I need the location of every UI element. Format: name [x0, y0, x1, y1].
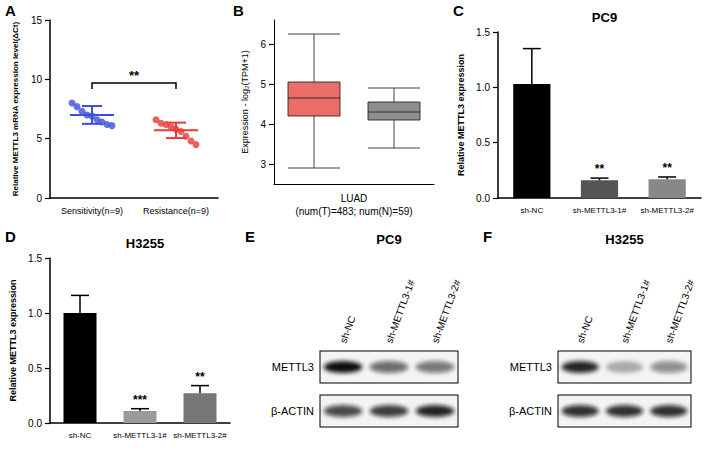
svg-text:1.0: 1.0: [28, 308, 42, 319]
svg-text:sh-NC: sh-NC: [575, 314, 595, 344]
svg-text:Resistance(n=9): Resistance(n=9): [143, 206, 209, 216]
html-text:F: F: [483, 228, 493, 245]
svg-text:15: 15: [31, 15, 43, 26]
svg-text:0.0: 0.0: [28, 418, 42, 429]
svg-text:1.5: 1.5: [476, 27, 490, 38]
svg-text:sh-METTL3-1#: sh-METTL3-1#: [384, 278, 417, 345]
svg-text:sh-METTL3-2#: sh-METTL3-2#: [640, 206, 694, 215]
svg-text:β-ACTIN: β-ACTIN: [509, 405, 552, 417]
html-text:E: E: [245, 228, 255, 245]
svg-text:sh-METTL3-2#: sh-METTL3-2#: [663, 278, 696, 345]
svg-text:sh-NC: sh-NC: [69, 431, 92, 440]
svg-text:H3255: H3255: [605, 232, 643, 247]
html-text:D: D: [5, 228, 16, 245]
svg-text:4: 4: [260, 119, 266, 130]
svg-text:**: **: [195, 370, 205, 384]
svg-text:0.5: 0.5: [476, 137, 490, 148]
svg-text:Relative METTL3 expression: Relative METTL3 expression: [8, 279, 18, 401]
html-text:A: A: [5, 2, 16, 19]
svg-text:1.0: 1.0: [476, 82, 490, 93]
svg-text:**: **: [595, 162, 605, 176]
svg-text:**: **: [662, 161, 672, 175]
svg-text:0: 0: [36, 193, 42, 204]
svg-text:Expression - log₂(TPM+1): Expression - log₂(TPM+1): [240, 50, 250, 153]
svg-text:β-ACTIN: β-ACTIN: [271, 405, 314, 417]
svg-text:LUAD: LUAD: [341, 193, 368, 204]
svg-text:METTL3: METTL3: [272, 361, 314, 373]
svg-text:METTL3: METTL3: [510, 361, 552, 373]
svg-text:sh-METTL3-1#: sh-METTL3-1#: [619, 278, 652, 345]
html-text:B: B: [233, 2, 244, 19]
svg-text:**: **: [129, 68, 140, 83]
svg-text:sh-METTL3-2#: sh-METTL3-2#: [173, 431, 227, 440]
svg-text:Relative METTL3 expression: Relative METTL3 expression: [456, 54, 466, 176]
svg-text:0.5: 0.5: [28, 363, 42, 374]
svg-text:Relative METTL3 mRNA expressio: Relative METTL3 mRNA expression level(ΔC…: [11, 21, 20, 196]
svg-text:sh-NC: sh-NC: [520, 206, 543, 215]
svg-text:0.0: 0.0: [476, 193, 490, 204]
svg-text:(num(T)=483; num(N)=59): (num(T)=483; num(N)=59): [295, 206, 412, 217]
svg-text:PC9: PC9: [592, 10, 617, 25]
svg-text:Sensitivity(n=9): Sensitivity(n=9): [61, 206, 123, 216]
svg-text:6: 6: [260, 39, 266, 50]
html-text:C: C: [453, 2, 464, 19]
svg-text:sh-METTL3-1#: sh-METTL3-1#: [573, 206, 627, 215]
svg-text:sh-NC: sh-NC: [338, 314, 358, 344]
svg-text:3: 3: [260, 159, 266, 170]
svg-text:1.5: 1.5: [28, 253, 42, 264]
svg-text:***: ***: [133, 393, 147, 407]
svg-text:sh-METTL3-1#: sh-METTL3-1#: [113, 431, 167, 440]
svg-text:H3255: H3255: [126, 236, 164, 251]
svg-text:5: 5: [36, 133, 42, 144]
svg-text:PC9: PC9: [376, 232, 401, 247]
svg-text:sh-METTL3-2#: sh-METTL3-2#: [430, 278, 463, 345]
svg-text:5: 5: [260, 79, 266, 90]
svg-text:10: 10: [31, 74, 43, 85]
